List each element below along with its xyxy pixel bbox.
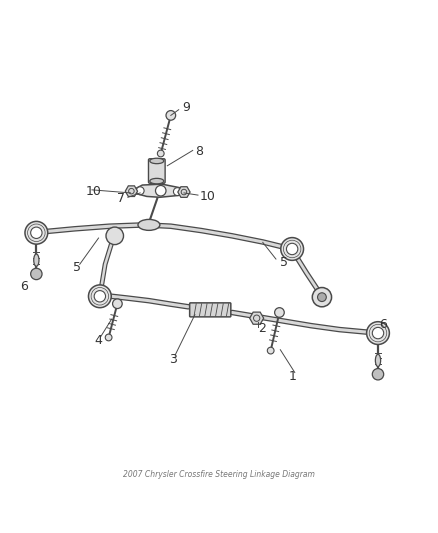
- Text: 10: 10: [199, 190, 215, 203]
- FancyBboxPatch shape: [190, 303, 231, 317]
- Circle shape: [166, 110, 176, 120]
- Circle shape: [155, 185, 166, 196]
- Ellipse shape: [375, 354, 381, 367]
- Circle shape: [372, 368, 384, 380]
- Circle shape: [31, 268, 42, 280]
- Ellipse shape: [150, 179, 164, 184]
- Ellipse shape: [138, 220, 160, 230]
- Polygon shape: [178, 187, 190, 197]
- Circle shape: [136, 187, 144, 195]
- Circle shape: [113, 299, 122, 309]
- Circle shape: [312, 287, 332, 307]
- FancyBboxPatch shape: [148, 159, 165, 183]
- Text: 5: 5: [280, 256, 288, 269]
- Text: 6: 6: [20, 280, 28, 293]
- Text: 9: 9: [182, 101, 190, 115]
- Circle shape: [105, 334, 112, 341]
- Text: 1: 1: [289, 370, 297, 383]
- Polygon shape: [125, 186, 138, 197]
- Polygon shape: [250, 312, 264, 324]
- Text: 7: 7: [117, 192, 125, 205]
- Circle shape: [372, 327, 384, 339]
- Circle shape: [281, 238, 304, 260]
- Ellipse shape: [34, 254, 39, 266]
- Text: 8: 8: [195, 146, 203, 158]
- Text: 10: 10: [85, 184, 101, 198]
- Text: 5: 5: [73, 261, 81, 274]
- Circle shape: [157, 150, 164, 157]
- Ellipse shape: [283, 246, 301, 255]
- Circle shape: [25, 221, 48, 244]
- Text: 3: 3: [169, 353, 177, 366]
- Text: 6: 6: [379, 318, 387, 331]
- Text: 2007 Chrysler Crossfire Steering Linkage Diagram: 2007 Chrysler Crossfire Steering Linkage…: [123, 470, 315, 479]
- Polygon shape: [131, 184, 184, 197]
- Circle shape: [286, 243, 298, 255]
- Circle shape: [31, 227, 42, 238]
- Text: 2: 2: [258, 322, 266, 335]
- Circle shape: [88, 285, 111, 308]
- Circle shape: [318, 293, 326, 302]
- Text: 4: 4: [94, 335, 102, 348]
- Circle shape: [106, 227, 124, 245]
- Circle shape: [267, 347, 274, 354]
- Circle shape: [94, 290, 106, 302]
- Circle shape: [173, 188, 181, 196]
- Circle shape: [275, 308, 284, 317]
- Circle shape: [367, 322, 389, 344]
- Ellipse shape: [150, 158, 164, 164]
